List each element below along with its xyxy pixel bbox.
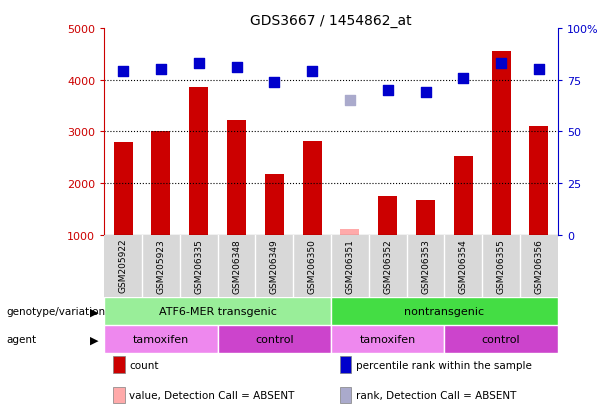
Bar (530, 127, 549, 235)
Bar (340, 230, 359, 235)
Text: GSM206354: GSM206354 (459, 238, 468, 293)
Bar (340, 356, 351, 373)
Text: GSM206351: GSM206351 (345, 238, 354, 293)
Bar (113, 387, 124, 404)
Bar (303, 141, 322, 235)
Text: ▶: ▶ (89, 307, 98, 317)
Bar (378, 197, 397, 235)
Bar (104, 298, 331, 326)
Bar (331, 298, 558, 326)
Text: rank, Detection Call = ABSENT: rank, Detection Call = ABSENT (356, 390, 516, 400)
Point (421, 90, 430, 96)
Text: value, Detection Call = ABSENT: value, Detection Call = ABSENT (129, 390, 294, 400)
Text: GSM206350: GSM206350 (308, 238, 317, 293)
Text: GSM206349: GSM206349 (270, 238, 279, 293)
Text: GSM205923: GSM205923 (156, 238, 166, 293)
Text: GSM206356: GSM206356 (535, 238, 544, 293)
Point (459, 75, 468, 82)
Point (232, 65, 242, 71)
Bar (151, 132, 170, 235)
Point (534, 67, 544, 74)
Point (270, 79, 280, 86)
Text: control: control (255, 335, 294, 344)
Point (118, 69, 128, 76)
Bar (265, 174, 284, 235)
Point (156, 67, 166, 74)
Text: tamoxifen: tamoxifen (360, 335, 416, 344)
Text: nontransgenic: nontransgenic (405, 307, 484, 317)
Point (383, 88, 392, 94)
Bar (416, 200, 435, 235)
Text: ▶: ▶ (89, 335, 98, 344)
Text: GSM206348: GSM206348 (232, 238, 241, 293)
Text: ATF6-MER transgenic: ATF6-MER transgenic (159, 307, 276, 317)
Text: control: control (482, 335, 520, 344)
Bar (444, 326, 558, 354)
Text: GSM206353: GSM206353 (421, 238, 430, 293)
Bar (189, 88, 208, 235)
Bar (113, 142, 132, 235)
Point (307, 69, 317, 76)
Bar (454, 156, 473, 235)
Text: genotype/variation: genotype/variation (6, 307, 105, 317)
Bar (492, 52, 511, 235)
Bar (113, 356, 124, 373)
Point (194, 61, 204, 67)
Text: GSM205922: GSM205922 (118, 238, 128, 293)
Bar (340, 387, 351, 404)
Text: GSM206355: GSM206355 (497, 238, 506, 293)
Bar (104, 326, 218, 354)
Title: GDS3667 / 1454862_at: GDS3667 / 1454862_at (250, 14, 412, 28)
Bar (227, 121, 246, 235)
Text: GSM206352: GSM206352 (383, 238, 392, 293)
Point (345, 98, 355, 104)
Text: agent: agent (6, 335, 36, 344)
Text: percentile rank within the sample: percentile rank within the sample (356, 360, 532, 370)
Point (497, 61, 506, 67)
Text: tamoxifen: tamoxifen (133, 335, 189, 344)
Text: count: count (129, 360, 159, 370)
Text: GSM206335: GSM206335 (194, 238, 204, 293)
Bar (331, 326, 444, 354)
Bar (218, 326, 331, 354)
